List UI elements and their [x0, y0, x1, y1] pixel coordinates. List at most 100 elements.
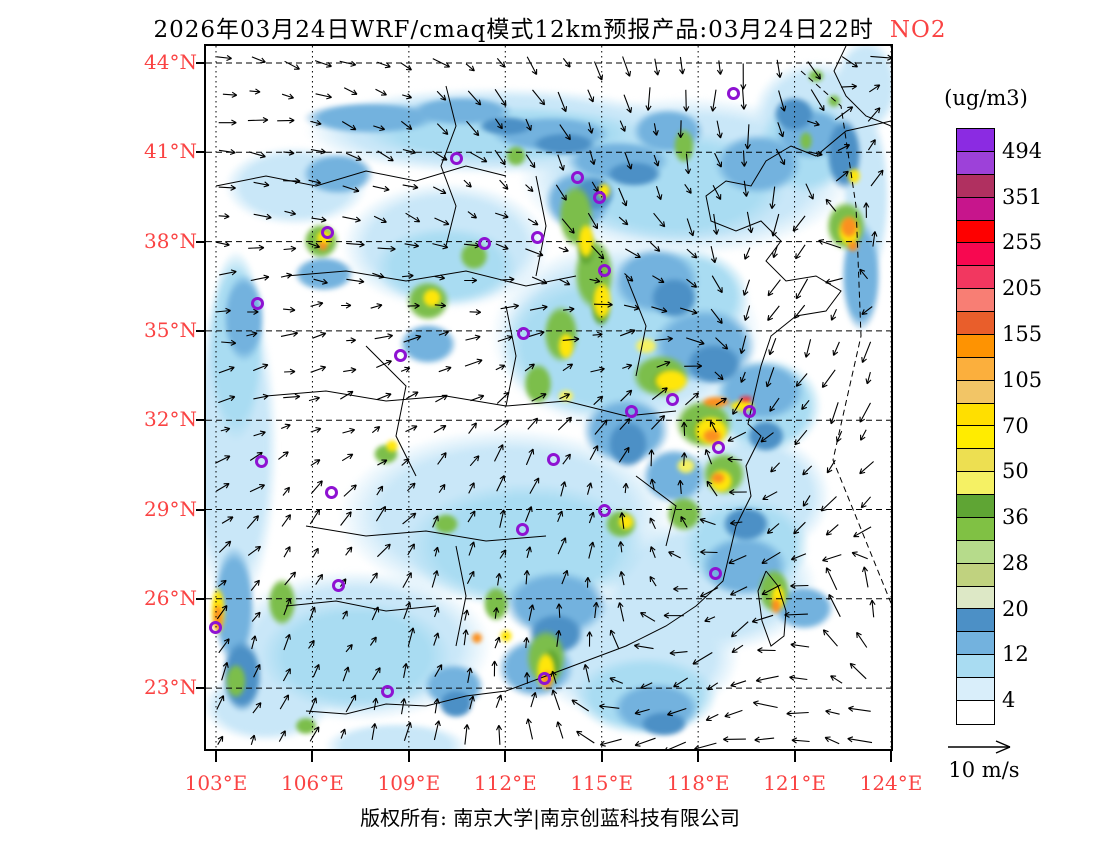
wind-arrow-icon — [375, 88, 387, 96]
wind-arrow-icon — [739, 335, 747, 354]
wind-arrow-icon — [248, 151, 266, 159]
wind-arrow-icon — [407, 302, 420, 309]
wind-arrow-icon — [277, 117, 295, 124]
wind-arrow-icon — [311, 216, 327, 223]
colorbar-level-label: 20 — [1002, 596, 1029, 621]
lon-tick-label: 118°E — [666, 771, 730, 795]
wind-arrow-icon — [825, 708, 840, 715]
wind-arrow-icon — [370, 303, 383, 310]
wind-arrow-icon — [494, 419, 510, 432]
wind-arrow-icon — [740, 87, 747, 110]
wind-arrow-icon — [620, 328, 636, 337]
wind-arrow-icon — [562, 363, 574, 372]
wind-arrow-icon — [618, 187, 628, 207]
wind-arrow-icon — [622, 56, 632, 77]
wind-arrow-icon — [343, 484, 357, 497]
colorbar-cell — [957, 472, 994, 495]
wind-arrow-icon — [215, 241, 230, 248]
wind-arrow-icon — [339, 60, 357, 67]
wind-arrow-icon — [557, 416, 573, 431]
wind-arrow-icon — [469, 309, 482, 316]
city-ring-marker — [571, 171, 584, 184]
wind-arrow-icon — [312, 663, 320, 678]
wind-arrow-icon — [746, 211, 754, 234]
wind-arrow-icon — [218, 184, 236, 191]
wind-arrow-icon — [622, 363, 633, 370]
colorbar-level-label: 255 — [1002, 230, 1043, 255]
wind-arrow-icon — [562, 58, 571, 68]
wind-arrow-icon — [308, 639, 315, 649]
wind-arrow-icon — [499, 179, 509, 190]
wind-arrow-icon — [571, 699, 590, 712]
wind-arrow-icon — [251, 611, 261, 622]
wind-arrow-icon — [463, 609, 470, 621]
wind-arrow-icon — [669, 649, 688, 656]
wind-arrow-icon — [494, 444, 504, 462]
wind-arrow-icon — [346, 241, 365, 248]
coastline — [625, 275, 647, 377]
wind-arrow-icon — [653, 154, 660, 167]
wind-arrow-icon — [525, 154, 536, 169]
wind-arrow-icon — [557, 154, 565, 171]
wind-arrow-icon — [374, 333, 394, 340]
wind-arrow-icon — [310, 480, 323, 494]
wind-arrow-icon — [524, 506, 533, 522]
wind-arrow-icon — [462, 629, 469, 646]
wind-arrow-icon — [562, 453, 571, 465]
wind-arrow-icon — [593, 301, 613, 308]
wind-arrow-icon — [562, 336, 580, 343]
lat-tick — [196, 151, 204, 154]
wind-arrow-icon — [309, 606, 316, 621]
wind-arrow-icon — [765, 367, 775, 388]
wind-arrow-icon — [818, 239, 842, 249]
wind-arrow-icon — [376, 392, 392, 401]
wind-arrow-icon — [618, 216, 629, 226]
wind-arrow-icon — [464, 277, 478, 284]
wind-arrow-icon — [250, 579, 260, 591]
wind-arrow-icon — [495, 243, 509, 251]
wind-arrow-icon — [822, 629, 838, 647]
wind-arrow-icon — [868, 84, 881, 93]
wind-arrow-icon — [342, 185, 360, 193]
wind-arrow-icon — [523, 637, 530, 649]
wind-arrow-icon — [312, 547, 319, 558]
colorbar-cell — [957, 700, 994, 724]
wind-arrow-icon — [804, 339, 812, 358]
wind-arrow-icon — [314, 60, 332, 68]
wind-arrow-icon — [376, 485, 384, 496]
wind-arrow-icon — [250, 274, 270, 282]
wind-arrow-icon — [341, 453, 354, 462]
lon-tick — [215, 751, 217, 762]
lat-tick-label: 26°N — [144, 585, 197, 610]
wind-arrow-icon — [407, 627, 416, 647]
wind-arrow-icon — [767, 305, 780, 322]
wind-arrow-icon — [561, 569, 569, 585]
wind-arrow-icon — [861, 341, 872, 364]
wind-arrow-icon — [742, 180, 749, 197]
city-ring-marker — [381, 685, 394, 698]
wind-arrow-icon — [853, 526, 872, 538]
wind-arrow-icon — [437, 452, 447, 465]
wind-arrow-icon — [345, 694, 357, 713]
wind-arrow-icon — [373, 125, 386, 132]
wind-arrow-icon — [403, 601, 412, 620]
wind-arrow-icon — [496, 475, 506, 492]
wind-arrow-icon — [822, 554, 842, 563]
colorbar-cell — [957, 655, 994, 678]
coastline — [455, 545, 467, 647]
wind-arrow-icon — [527, 218, 539, 226]
wind-arrow-icon — [742, 279, 751, 296]
wind-arrow-icon — [576, 730, 595, 744]
wind-arrow-icon — [283, 393, 301, 400]
wind-arrow-icon — [802, 495, 811, 507]
wind-arrow-icon — [375, 505, 387, 522]
wind-arrow-icon — [500, 303, 520, 310]
wind-arrow-icon — [376, 359, 392, 369]
colorbar-level-label: 105 — [1002, 367, 1043, 392]
lon-tick — [697, 751, 700, 762]
city-ring-marker — [394, 349, 407, 362]
lat-tick — [196, 419, 204, 422]
wind-arrow-icon — [218, 119, 237, 126]
wind-arrow-icon — [684, 183, 692, 194]
colorbar-cell — [957, 517, 994, 541]
